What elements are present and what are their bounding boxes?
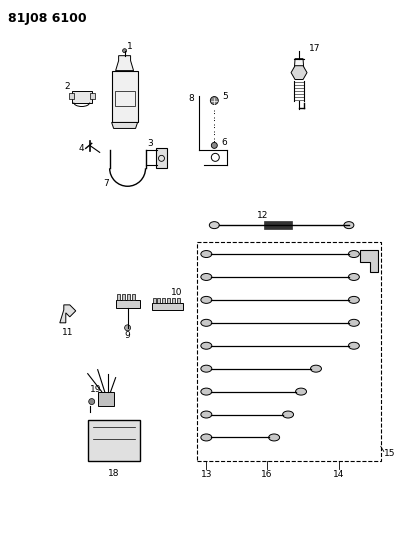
Text: 15: 15 (384, 449, 395, 458)
Text: 6: 6 (221, 138, 227, 147)
Text: 4: 4 (78, 144, 84, 153)
Text: 14: 14 (333, 470, 345, 479)
Text: 16: 16 (261, 470, 273, 479)
Bar (177, 298, 180, 303)
Bar (88, 419, 140, 462)
Ellipse shape (209, 222, 219, 229)
Polygon shape (291, 66, 307, 79)
Ellipse shape (344, 222, 354, 229)
Text: 18: 18 (108, 469, 119, 478)
Ellipse shape (201, 365, 212, 372)
Bar (116, 300, 140, 308)
Bar (152, 303, 183, 310)
Bar (131, 294, 135, 300)
Ellipse shape (349, 273, 359, 280)
Ellipse shape (283, 411, 293, 418)
Bar (158, 298, 160, 303)
Text: 19: 19 (90, 385, 101, 394)
Text: 7: 7 (103, 179, 108, 188)
Ellipse shape (201, 388, 212, 395)
Bar (152, 298, 156, 303)
Bar (98, 392, 114, 406)
Circle shape (125, 325, 131, 331)
Text: 5: 5 (222, 92, 228, 101)
Text: 11: 11 (62, 328, 73, 337)
Ellipse shape (349, 342, 359, 349)
Bar (121, 294, 125, 300)
Polygon shape (294, 59, 304, 72)
Bar (156, 148, 168, 168)
Text: 13: 13 (200, 470, 212, 479)
Ellipse shape (201, 251, 212, 257)
Ellipse shape (201, 296, 212, 303)
Bar (90, 93, 95, 99)
Ellipse shape (201, 342, 212, 349)
Bar (69, 93, 74, 99)
Bar (172, 298, 175, 303)
Text: 81J08 6100: 81J08 6100 (8, 12, 87, 25)
Circle shape (123, 49, 127, 53)
Ellipse shape (310, 365, 322, 372)
Text: 8: 8 (189, 94, 195, 103)
Ellipse shape (269, 434, 279, 441)
Ellipse shape (349, 296, 359, 303)
Ellipse shape (201, 411, 212, 418)
Text: 3: 3 (148, 139, 153, 148)
Bar (72, 91, 92, 102)
Bar (112, 71, 137, 123)
Bar (117, 294, 119, 300)
Text: 10: 10 (172, 288, 183, 297)
Text: 1: 1 (127, 42, 132, 51)
Bar (197, 242, 381, 462)
Polygon shape (116, 55, 133, 71)
Text: 12: 12 (257, 211, 268, 220)
Ellipse shape (201, 273, 212, 280)
Ellipse shape (349, 251, 359, 257)
Ellipse shape (295, 388, 306, 395)
Bar (115, 91, 135, 106)
Bar (264, 221, 292, 229)
Ellipse shape (201, 434, 212, 441)
Text: 9: 9 (125, 332, 131, 340)
Text: 17: 17 (309, 44, 320, 53)
Bar (168, 298, 170, 303)
Bar (127, 294, 129, 300)
Ellipse shape (201, 319, 212, 326)
Ellipse shape (349, 319, 359, 326)
Circle shape (210, 96, 218, 104)
Polygon shape (360, 250, 378, 272)
Polygon shape (60, 305, 76, 323)
Polygon shape (112, 123, 137, 128)
Circle shape (89, 399, 95, 405)
Circle shape (211, 142, 217, 148)
Bar (162, 298, 166, 303)
Text: 2: 2 (64, 82, 70, 91)
